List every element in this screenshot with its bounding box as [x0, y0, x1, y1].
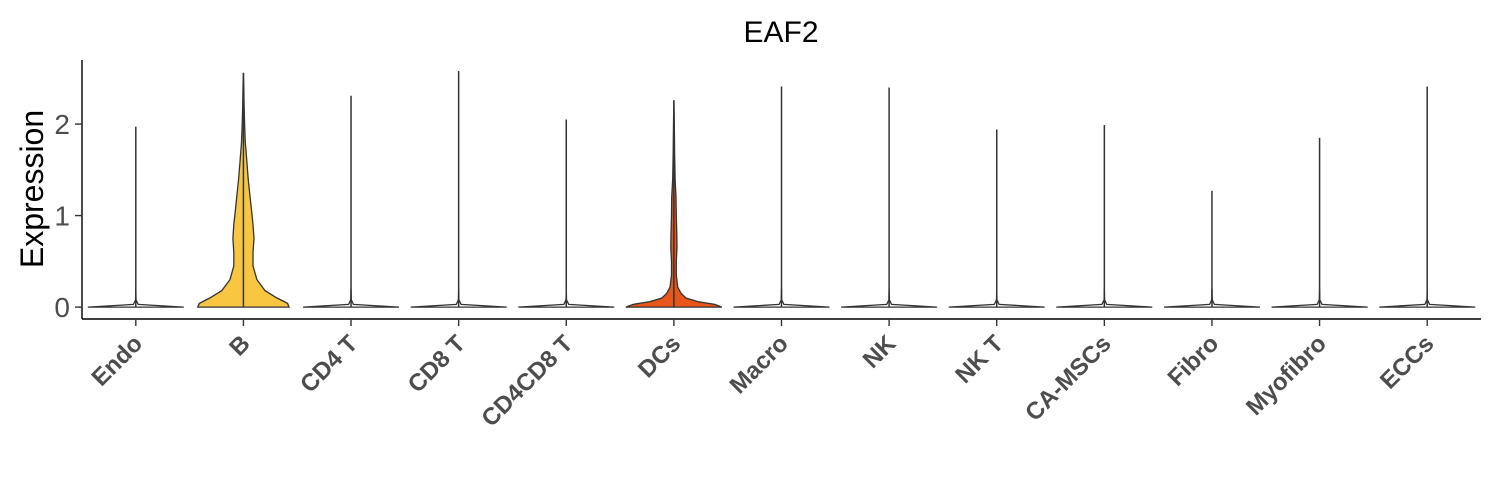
x-tick-label: CD4CD8 T — [476, 330, 578, 432]
x-tick-label: Fibro — [1163, 330, 1225, 392]
violins-layer — [87, 70, 1476, 308]
x-tick-label: Endo — [87, 330, 149, 392]
x-tick-label: DCs — [633, 330, 686, 383]
x-tick-label: CD8 T — [403, 330, 471, 398]
y-axis-label: Expression — [14, 110, 50, 268]
x-tick-label: B — [224, 330, 255, 361]
y-ticks-layer: 0 1 2 — [54, 109, 82, 323]
x-ticks-layer: Endo B CD4 T CD8 T CD4CD8 T DCs Macro NK NK T CA-… — [87, 319, 1439, 432]
x-tick-label: Macro — [725, 330, 794, 399]
y-tick-label: 1 — [54, 201, 70, 232]
x-tick-label: NK — [858, 330, 902, 374]
x-tick-label: CD4 T — [295, 330, 363, 398]
x-tick-label: ECCs — [1375, 330, 1439, 394]
y-tick-label: 0 — [54, 292, 70, 323]
x-tick-label: CA-MSCs — [1020, 330, 1116, 426]
chart-title: EAF2 — [743, 16, 818, 49]
x-tick-label: NK T — [950, 330, 1009, 389]
x-tick-label: Myofibro — [1241, 330, 1332, 421]
y-tick-label: 2 — [54, 109, 70, 140]
